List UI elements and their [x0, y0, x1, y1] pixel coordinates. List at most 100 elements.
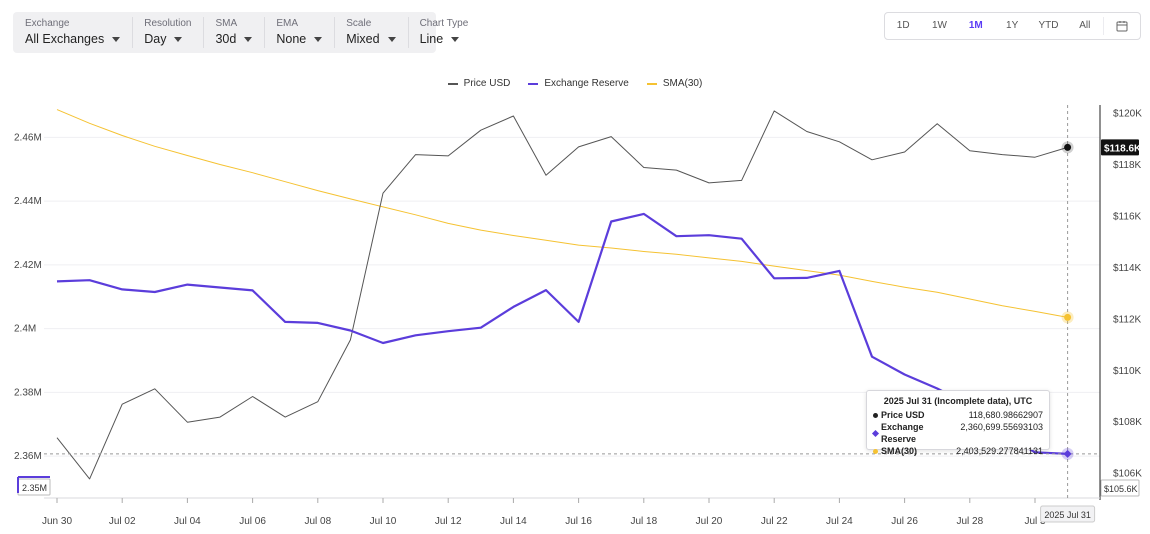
tooltip-price-name: Price USD	[881, 410, 925, 420]
legend-item-sma[interactable]: SMA(30)	[646, 78, 703, 89]
sma-line	[56, 109, 1068, 318]
x-tick-label: Jul 26	[891, 516, 918, 527]
ema-label: EMA	[276, 18, 299, 29]
y-right-tick-label: $118K	[1113, 160, 1142, 171]
x-tick-label: Jul 10	[370, 516, 397, 527]
chart-markers: $118.6K $105.6K 2.35M 2025 Jul 31	[17, 105, 1142, 523]
chart-type-label: Chart Type	[419, 18, 469, 29]
price-line	[56, 110, 1068, 480]
y-right-tick-label: $120K	[1113, 108, 1142, 119]
sma-value: 30d	[215, 32, 237, 46]
scale-label: Scale	[346, 18, 372, 29]
y-right-tick-label: $106K	[1113, 469, 1142, 480]
x-tick-label: Jul 16	[565, 516, 592, 527]
resolution-select[interactable]: Resolution Day	[132, 12, 203, 53]
caret-down-icon	[314, 37, 323, 42]
legend-item-price[interactable]: Price USD	[447, 78, 511, 89]
y-right-tick-label: $112K	[1113, 314, 1142, 325]
caret-down-icon	[244, 37, 253, 42]
x-tick-label: Jun 30	[42, 516, 72, 527]
y-left-tick-label: 2.4M	[14, 324, 36, 335]
legend-label-sma: SMA(30)	[662, 78, 703, 89]
x-tick-label: Jul 18	[630, 516, 657, 527]
range-button-1w[interactable]: 1W	[931, 20, 947, 31]
tooltip-reserve-value: 2,360,699.55693103	[960, 422, 1043, 432]
crosshair-left-badge: 2.35M	[22, 483, 47, 493]
scale-value: Mixed	[346, 32, 380, 46]
sma-dot-icon	[873, 448, 878, 454]
y-left-tick-label: 2.38M	[14, 387, 42, 398]
crosshair-right-badge: $105.6K	[1104, 484, 1138, 494]
chart-axes: 2.36M 2.38M 2.4M 2.42M 2.44M 2.46M $106K $108K $…	[14, 105, 1142, 527]
x-tick-label: Jul 22	[761, 516, 788, 527]
chart-type-select[interactable]: Chart Type Line	[407, 12, 481, 53]
sma-label: SMA	[215, 18, 238, 29]
legend-item-reserve[interactable]: Exchange Reserve	[528, 78, 629, 89]
caret-down-icon	[112, 37, 121, 42]
price-dot-icon	[873, 412, 878, 418]
reserve-end-marker	[1063, 449, 1072, 458]
legend-swatch	[646, 82, 657, 85]
tooltip-reserve-name: Exchange Reserve	[880, 422, 924, 444]
sma-end-marker	[1064, 313, 1072, 321]
tooltip-title: 2025 Jul 31 (Incomplete data), UTC	[883, 396, 1033, 406]
caret-down-icon	[451, 37, 460, 42]
resolution-value: Day	[144, 32, 167, 46]
time-range-selector: 1D 1W 1M 1Y YTD All	[884, 12, 1141, 40]
calendar-icon[interactable]	[1102, 17, 1140, 35]
x-hover-badge-bg	[1040, 505, 1096, 523]
price-badge: $118.6K	[1104, 143, 1142, 154]
x-tick-label: Jul 12	[435, 516, 462, 527]
y-right-tick-label: $114K	[1113, 263, 1142, 274]
x-tick-label: Jul 06	[239, 516, 266, 527]
legend-label-reserve: Exchange Reserve	[544, 78, 629, 89]
y-left-tick-label: 2.46M	[14, 132, 42, 143]
x-tick-label: Jul 3	[1024, 516, 1046, 527]
range-button-1y[interactable]: 1Y	[1006, 20, 1019, 31]
ema-value: None	[276, 32, 307, 46]
tooltip-price-value: 118,680.98662907	[968, 410, 1043, 420]
x-tick-label: Jul 20	[696, 516, 723, 527]
exchange-select[interactable]: Exchange All Exchanges	[13, 12, 132, 53]
x-tick-label: Jul 08	[304, 516, 331, 527]
x-tick-label: Jul 28	[956, 516, 983, 527]
tooltip-row-price: Price USD 118,680.98662907	[873, 409, 1043, 421]
exchange-value: All Exchanges	[25, 32, 105, 46]
reserve-line	[56, 212, 1068, 455]
y-right-tick-label: $110K	[1113, 366, 1142, 377]
tooltip-row-reserve: Exchange Reserve 2,360,699.55693103	[871, 421, 1043, 445]
y-left-tick-label: 2.36M	[14, 451, 42, 462]
legend-label-price: Price USD	[463, 78, 511, 89]
y-right-tick-label: $108K	[1113, 417, 1142, 428]
range-button-1d[interactable]: 1D	[896, 20, 910, 31]
chart-legend: Price USD Exchange Reserve SMA(30)	[0, 78, 1150, 89]
chart-settings-toolbar: Exchange All Exchanges Resolution Day SM…	[13, 12, 468, 53]
caret-down-icon	[174, 37, 183, 42]
chart-type-value: Line	[419, 32, 444, 46]
range-button-ytd[interactable]: YTD	[1038, 20, 1059, 31]
x-tick-label: Jul 02	[109, 516, 136, 527]
range-button-all[interactable]: All	[1079, 20, 1091, 31]
chart-lines	[56, 109, 1068, 480]
range-button-1m[interactable]: 1M	[968, 20, 983, 31]
reserve-diamond-icon	[871, 429, 880, 437]
tooltip-sma-value: 2,403,529.277841131	[956, 446, 1043, 456]
hover-tooltip: 2025 Jul 31 (Incomplete data), UTC Price…	[866, 390, 1050, 456]
x-tick-label: Jul 24	[826, 516, 853, 527]
scale-select[interactable]: Scale Mixed	[334, 12, 407, 53]
legend-swatch	[528, 82, 539, 85]
x-tick-label: Jul 04	[174, 516, 201, 527]
ema-select[interactable]: EMA None	[264, 12, 334, 53]
caret-down-icon	[387, 37, 396, 42]
x-tick-label: Jul 14	[500, 516, 527, 527]
tooltip-sma-name: SMA(30)	[881, 446, 918, 456]
y-right-tick-label: $116K	[1113, 211, 1142, 222]
y-left-tick-label: 2.42M	[14, 260, 42, 271]
tooltip-row-sma: SMA(30) 2,403,529.277841131	[873, 445, 1043, 457]
price-end-marker	[1064, 143, 1072, 151]
crosshair-right-badge-bg	[1100, 479, 1140, 497]
y-left-tick-label: 2.44M	[14, 196, 42, 207]
sma-select[interactable]: SMA 30d	[203, 12, 264, 53]
price-badge-bg	[1101, 139, 1139, 156]
resolution-label: Resolution	[144, 18, 192, 29]
